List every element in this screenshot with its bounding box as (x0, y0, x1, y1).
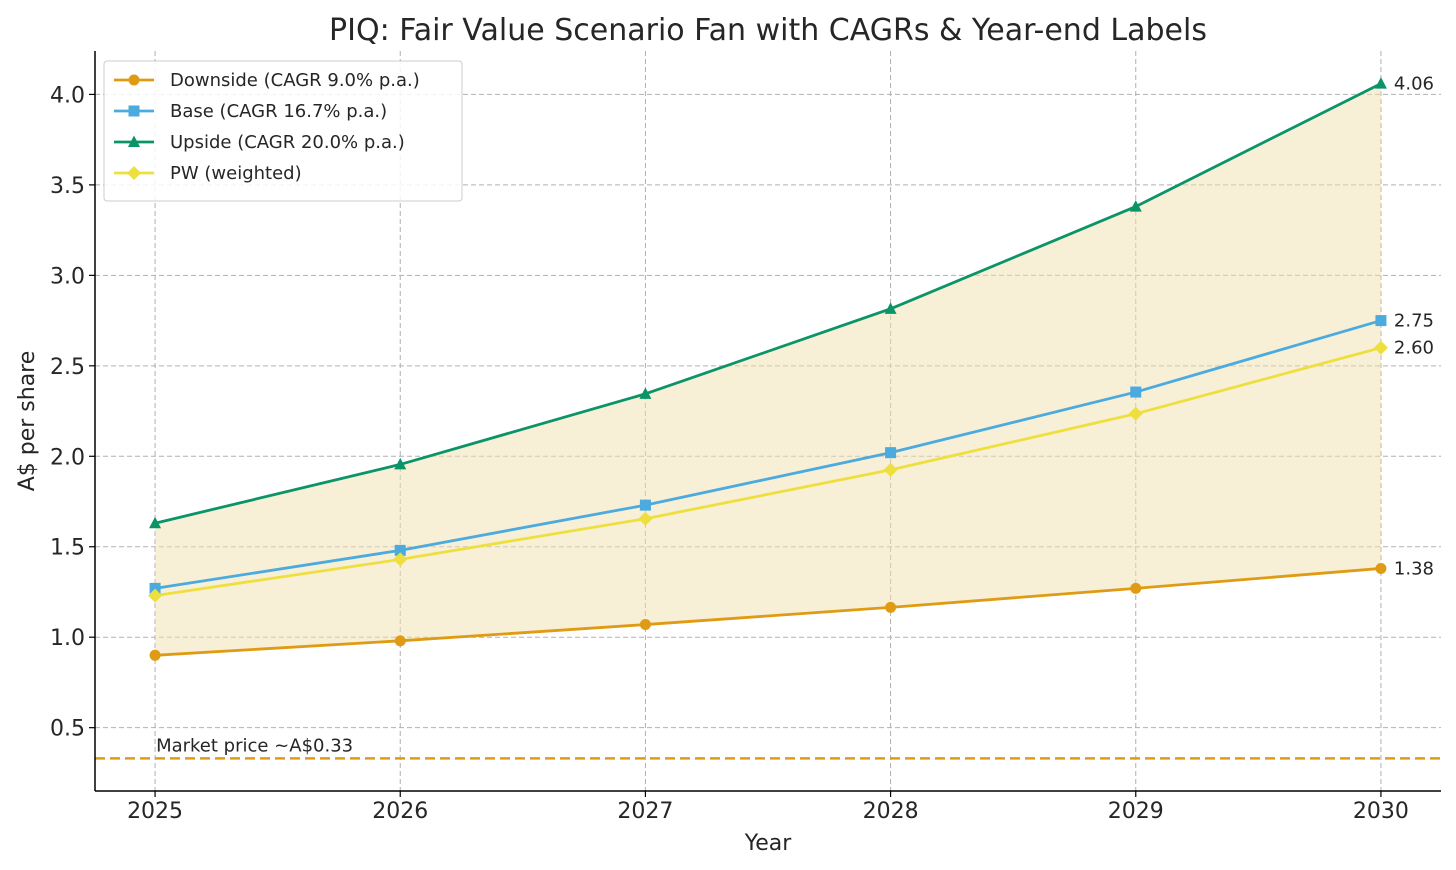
data-point (148, 588, 163, 603)
data-point (394, 457, 407, 470)
x-tick-label: 2029 (1108, 799, 1164, 824)
data-point (1375, 315, 1387, 327)
series-line (154, 567, 1382, 657)
legend-marker (128, 105, 140, 117)
legend-marker (128, 74, 140, 86)
legend-entry: Base (CAGR 16.7% p.a.) (114, 101, 387, 122)
legend-marker (128, 135, 140, 147)
data-point (1374, 77, 1387, 89)
data-point (639, 387, 652, 399)
end-labels: 1.38 2.75 4.06 2.60 (1394, 74, 1434, 580)
x-tick-label: 2027 (617, 799, 673, 824)
legend: Downside (CAGR 9.0% p.a.) Base (CAGR 16.7… (103, 60, 463, 202)
data-point (393, 552, 408, 567)
data-point (1130, 386, 1142, 398)
series-line (154, 82, 1382, 525)
y-axis-label: A$ per share (15, 351, 40, 492)
series-line (154, 319, 1382, 590)
data-point (639, 499, 651, 511)
data-point (885, 447, 897, 459)
series-circle (149, 562, 1387, 661)
x-axis-label: Year (744, 831, 793, 856)
year-end-label: 2.75 (1394, 311, 1434, 332)
data-point (1129, 200, 1142, 212)
year-end-label: 2.60 (1394, 338, 1434, 359)
legend-box (103, 60, 463, 202)
data-point (885, 601, 897, 613)
y-tick-label: 4.0 (50, 83, 85, 108)
legend-entry: Upside (CAGR 20.0% p.a.) (114, 132, 405, 153)
legend-entry: PW (weighted) (114, 163, 302, 184)
data-point (149, 582, 161, 594)
legend-label: Base (CAGR 16.7% p.a.) (170, 101, 387, 122)
data-point (639, 619, 651, 631)
data-point (149, 649, 161, 661)
data-point (883, 462, 898, 477)
data-point (884, 302, 897, 314)
series-diamond (148, 340, 1388, 603)
year-end-label: 1.38 (1394, 558, 1434, 579)
x-tick-label: 2028 (863, 799, 919, 824)
x-tick-label: 2030 (1353, 799, 1409, 824)
y-tick-label: 1.0 (50, 626, 85, 651)
y-tick-label: 2.5 (50, 355, 85, 380)
legend-label: Downside (CAGR 9.0% p.a.) (170, 70, 420, 91)
series-group (148, 77, 1388, 661)
data-point (1375, 562, 1387, 574)
x-tick-label: 2025 (127, 799, 183, 824)
legend-entry: Downside (CAGR 9.0% p.a.) (114, 70, 420, 91)
data-point (1373, 340, 1388, 355)
legend-label: Upside (CAGR 20.0% p.a.) (170, 132, 405, 153)
series-triangle (149, 77, 1387, 529)
x-tick-label: 2026 (372, 799, 428, 824)
data-point (149, 516, 162, 529)
data-point (1130, 582, 1142, 594)
y-tick-label: 0.5 (50, 717, 85, 742)
series-line (154, 346, 1382, 597)
market-price-line-group: Market price ~A$0.33 (95, 735, 1441, 760)
data-point (394, 635, 406, 647)
data-point (1128, 406, 1143, 421)
legend-marker (127, 166, 141, 180)
year-end-label: 4.06 (1394, 74, 1434, 95)
data-point (394, 544, 406, 556)
y-tick-label: 3.5 (50, 174, 85, 199)
axes: 2025 2026 2027 2028 2029 2030 0.5 1.0 1.5 2.0 2.5 3… (50, 51, 1441, 824)
data-point (638, 511, 653, 526)
y-tick-label: 1.5 (50, 536, 85, 561)
market-price-label: Market price ~A$0.33 (156, 735, 353, 756)
chart-title: PIQ: Fair Value Scenario Fan with CAGRs … (329, 13, 1207, 48)
scenario-fan-area (155, 83, 1381, 656)
series-square (149, 315, 1387, 594)
y-tick-label: 2.0 (50, 445, 85, 470)
fan-area (155, 83, 1381, 656)
y-tick-label: 3.0 (50, 264, 85, 289)
legend-label: PW (weighted) (170, 163, 302, 184)
